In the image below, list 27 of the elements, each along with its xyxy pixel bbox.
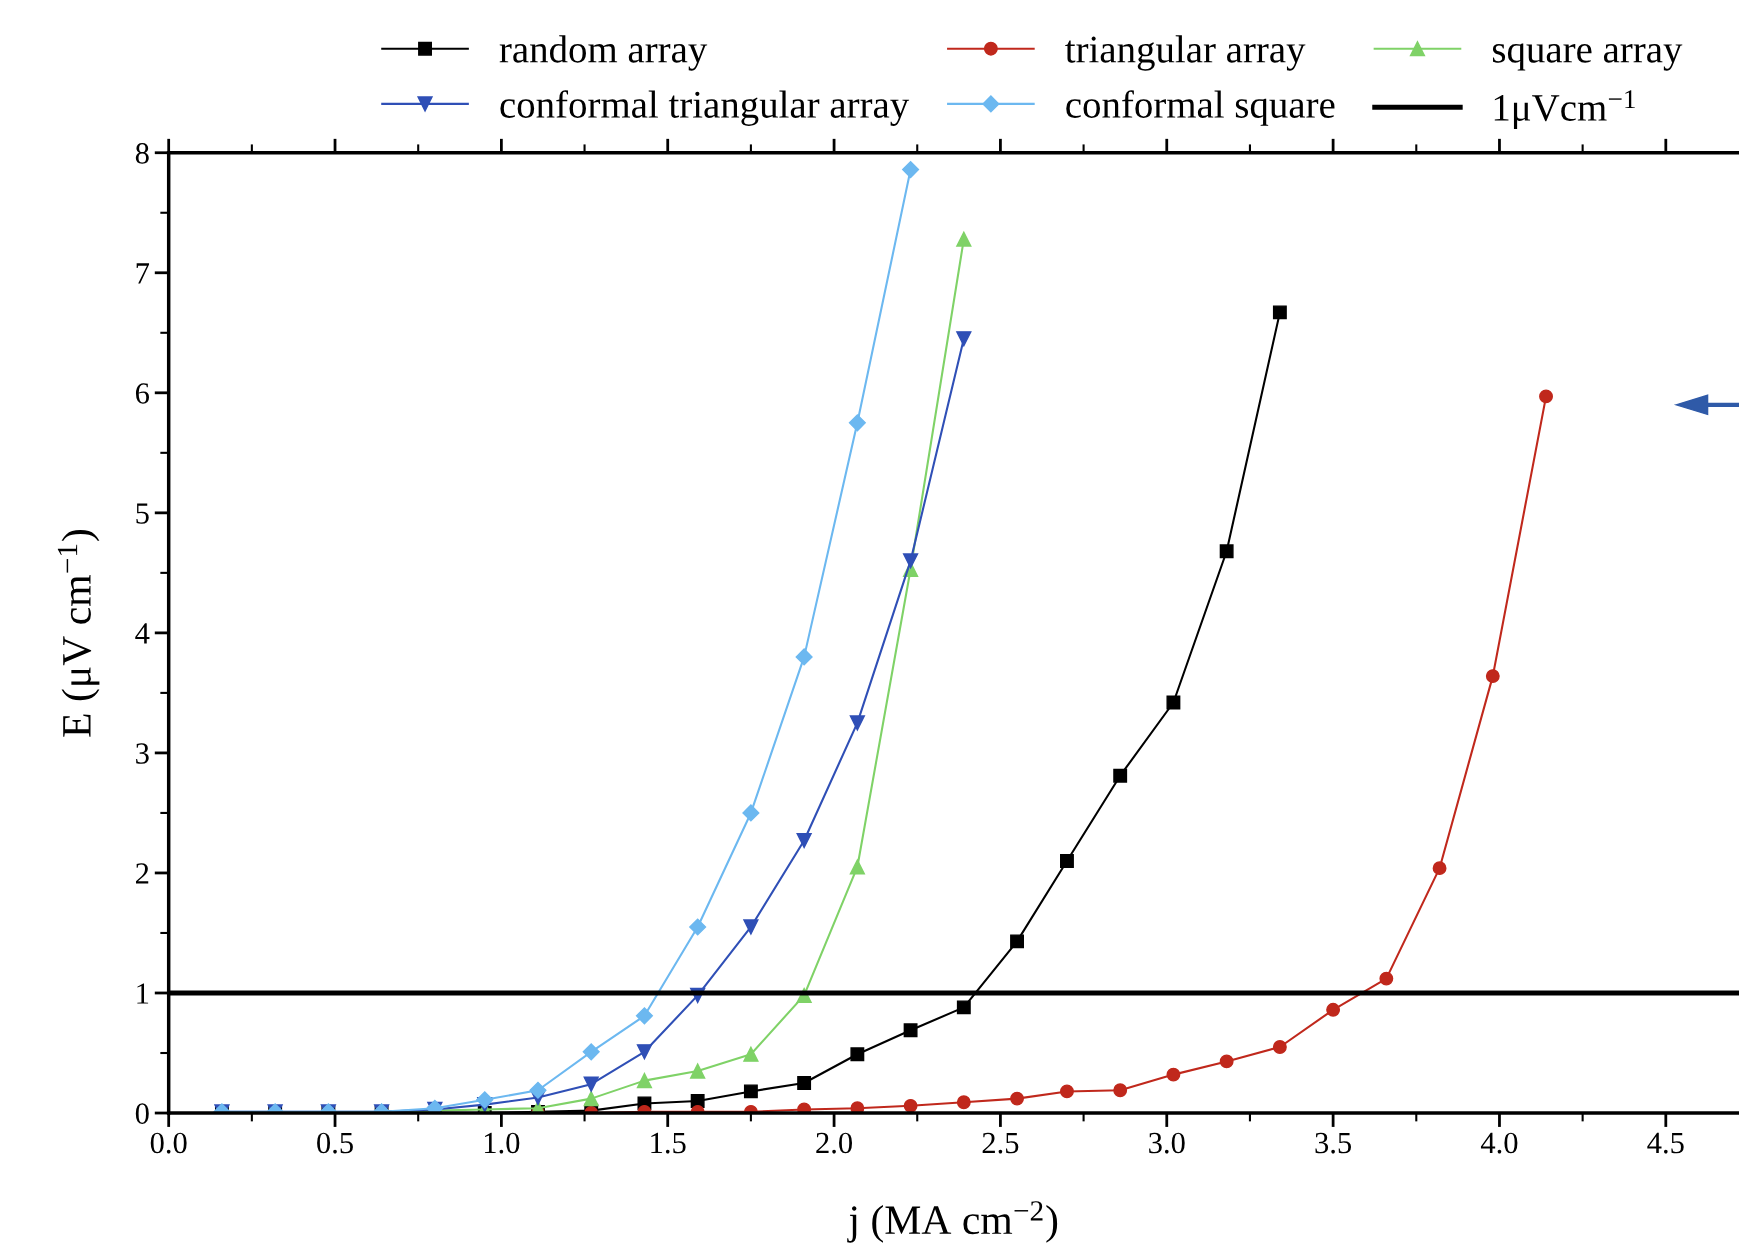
y-tick-label: 7 xyxy=(136,263,150,284)
x-tick-label: 3.5 xyxy=(1315,1132,1352,1154)
y-tick-label: 1 xyxy=(137,983,149,1004)
y-tick-label: 8 xyxy=(135,143,149,164)
x-tick-label: 2.5 xyxy=(982,1132,1019,1154)
x-tick-label: 0.5 xyxy=(317,1132,353,1154)
x-tick-label: 2.0 xyxy=(816,1132,852,1154)
x-tick-label: 4.5 xyxy=(1647,1132,1684,1154)
x-tick-label: 3.0 xyxy=(1149,1132,1185,1154)
legend-label: 1μVcm$^{−1}$ xyxy=(1494,90,1635,129)
x-tick-label: 4.0 xyxy=(1480,1132,1518,1154)
y-tick-label: 4 xyxy=(135,623,150,644)
x-tick-label: 1.0 xyxy=(484,1132,520,1154)
legend-label: conformal triangular array xyxy=(500,90,910,126)
legend-label: random array xyxy=(499,35,708,71)
x-axis-title: j (MA cm$^{−2}$) xyxy=(847,1201,1058,1243)
y-tick-label: 0 xyxy=(135,1103,149,1124)
legend-label: triangular array xyxy=(1065,35,1306,71)
y-tick-label: 6 xyxy=(135,383,150,404)
y-axis-title: E (μV cm$^{−1}$) xyxy=(57,530,100,737)
legend-label: square array xyxy=(1492,43,1683,71)
y-tick-label: 3 xyxy=(136,743,149,764)
y-tick-label: 2 xyxy=(136,863,149,884)
x-tick-label: 0.0 xyxy=(150,1132,187,1154)
x-tick-label: 1.5 xyxy=(651,1132,686,1154)
legend-label: conformal square xyxy=(1066,90,1335,126)
y-tick-label: 5 xyxy=(136,503,149,524)
